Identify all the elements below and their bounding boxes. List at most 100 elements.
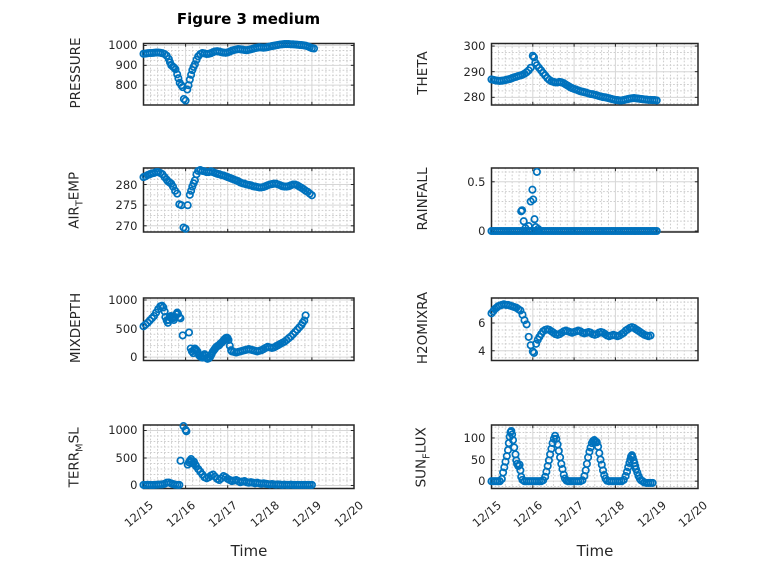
y-axis-label-mixdepth: MIXDEPTH <box>68 293 84 364</box>
minor-grid <box>491 167 699 233</box>
y-tick-label: 100 <box>463 430 486 445</box>
y-axis-label-rainfall: RAINFALL <box>415 167 431 231</box>
data-marker <box>596 455 605 464</box>
subplot-mixdepth <box>139 297 355 363</box>
data-marker <box>175 480 184 489</box>
data-marker <box>586 443 595 452</box>
data-marker <box>307 191 316 200</box>
data-marker <box>520 316 529 325</box>
subplot-h2omixra <box>487 297 699 362</box>
y-tick-label: 0 <box>130 350 138 365</box>
data-marker <box>557 459 566 468</box>
y-tick-label: 4 <box>478 343 486 358</box>
data-marker <box>529 195 538 204</box>
data-points <box>139 40 319 105</box>
data-marker <box>652 226 661 236</box>
y-tick-label: 1000 <box>108 38 138 53</box>
data-marker <box>532 167 541 176</box>
data-marker <box>179 94 188 104</box>
data-marker <box>519 217 528 226</box>
data-marker <box>184 328 194 337</box>
y-tick-label: 50 <box>470 452 486 467</box>
y-tick-label: 6 <box>478 316 486 330</box>
tick-marks <box>491 298 699 361</box>
data-marker <box>508 436 518 445</box>
figure-title: Figure 3 medium <box>176 10 321 28</box>
y-tick-label: 300 <box>463 39 486 54</box>
data-marker <box>524 332 533 341</box>
data-marker <box>499 468 508 477</box>
axes-box <box>490 42 699 106</box>
data-marker <box>514 461 523 471</box>
y-tick-label: 500 <box>115 450 138 465</box>
minor-grid <box>491 43 699 106</box>
axes-box <box>490 424 699 490</box>
subplot-pressure <box>139 40 355 106</box>
data-marker <box>592 438 601 447</box>
axes-box <box>142 42 355 106</box>
axes-box <box>490 167 699 233</box>
axes-box <box>142 424 355 490</box>
data-marker <box>516 306 525 315</box>
data-marker <box>529 348 539 357</box>
major-grid <box>143 43 354 105</box>
data-points <box>487 300 655 357</box>
y-axis-label-sun-flux: SUNFLUX <box>413 427 433 488</box>
data-marker <box>159 303 168 312</box>
data-marker <box>646 331 655 340</box>
data-points <box>139 422 316 490</box>
y-tick-label: 280 <box>463 90 486 105</box>
subplot-air-temp <box>139 166 355 233</box>
data-marker <box>174 74 183 83</box>
data-marker <box>185 190 194 199</box>
data-marker <box>185 75 194 84</box>
tick-marks <box>491 425 699 489</box>
minor-grid <box>491 297 699 361</box>
y-axis-label-terr-msl: TERRMSL <box>66 427 86 488</box>
data-marker <box>187 70 196 79</box>
data-marker <box>507 426 516 436</box>
y-tick-label: 280 <box>115 177 138 192</box>
data-marker <box>309 44 319 53</box>
minor-grid <box>143 167 355 233</box>
y-tick-label: 0 <box>130 478 138 493</box>
data-marker <box>183 201 192 210</box>
data-marker <box>181 224 190 233</box>
data-marker <box>528 185 537 194</box>
y-tick-label: 0 <box>478 224 486 238</box>
y-tick-label: 1000 <box>108 292 138 307</box>
data-marker <box>598 466 608 475</box>
data-marker <box>578 476 587 485</box>
x-axis-label-right: Time <box>576 542 614 560</box>
y-tick-label: 290 <box>463 64 486 79</box>
data-points <box>139 301 310 363</box>
data-marker <box>619 475 628 484</box>
data-points <box>487 167 661 236</box>
tick-marks <box>143 298 355 361</box>
data-points <box>487 51 661 105</box>
y-tick-label: 1000 <box>108 423 138 438</box>
data-marker <box>173 189 182 198</box>
data-marker <box>183 85 192 94</box>
data-marker <box>528 347 537 356</box>
data-marker <box>530 215 539 224</box>
y-tick-label: 270 <box>115 218 138 233</box>
data-marker <box>307 480 316 489</box>
data-marker <box>176 456 185 465</box>
data-marker <box>518 206 527 215</box>
data-marker <box>648 478 657 487</box>
data-marker <box>585 447 594 456</box>
y-tick-label: 800 <box>115 78 138 93</box>
data-marker <box>652 96 661 105</box>
subplot-theta <box>487 42 699 106</box>
y-tick-label: 0 <box>478 474 486 489</box>
data-marker <box>510 443 519 452</box>
data-marker <box>178 331 187 340</box>
data-marker <box>173 70 182 79</box>
data-marker <box>182 427 191 436</box>
data-marker <box>622 467 632 476</box>
data-marker <box>301 311 310 320</box>
y-axis-label-h2omixra: H2OMIXRA <box>415 292 431 365</box>
